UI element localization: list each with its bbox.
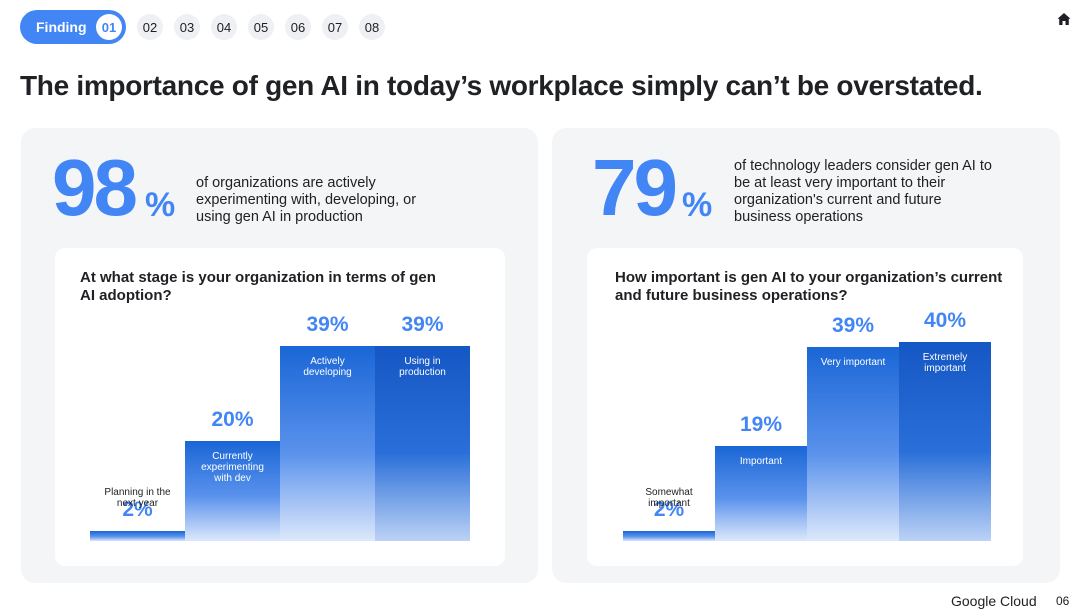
page-number: 06 <box>1056 594 1070 608</box>
bar-2 <box>715 446 807 541</box>
google-cloud-logo: Google Cloud <box>951 593 1037 609</box>
bar-value-label: 39% <box>401 313 444 336</box>
bar-4 <box>375 346 470 541</box>
adoption-stat-number: 98 <box>52 143 138 232</box>
bar-category-label: Somewhat important <box>645 487 693 510</box>
importance-stat-description: of technology leaders consider gen AI to… <box>734 158 992 225</box>
page-title: The importance of gen AI in today’s work… <box>20 70 983 101</box>
bar-value-label: 19% <box>739 413 783 437</box>
adoption-stat-unit: % <box>145 186 176 224</box>
importance-stat-number: 79 <box>592 143 678 232</box>
bar-value-label: 2% <box>653 498 685 522</box>
bar-value-label: 2% <box>122 498 153 521</box>
bar-category-label: Extremely important <box>922 352 968 374</box>
bar-category-label: Actively developing <box>303 356 352 378</box>
bar-1 <box>90 531 185 541</box>
finding-tab-03[interactable]: 03 <box>174 14 200 40</box>
importance-stat-unit: % <box>682 186 713 224</box>
bar-3 <box>280 346 375 541</box>
finding-tab-08[interactable]: 08 <box>359 14 385 40</box>
importance-chart-question: How important is gen AI to your organiza… <box>615 269 1003 304</box>
bar-value-label: 39% <box>306 313 349 336</box>
finding-tab-07[interactable]: 07 <box>322 14 348 40</box>
bar-category-label: Currently experimenting with dev <box>201 451 264 484</box>
adoption-stat-description: of organizations are actively experiment… <box>196 175 417 225</box>
bar-category-label: Important <box>739 456 783 468</box>
bar-value-label: 39% <box>831 313 875 337</box>
finding-tab-04[interactable]: 04 <box>211 14 237 40</box>
finding-tab-active[interactable]: Finding 01 <box>20 10 126 44</box>
bar-1 <box>623 531 715 541</box>
finding-tab-06[interactable]: 06 <box>285 14 311 40</box>
finding-label: Finding <box>36 19 87 35</box>
bar-value-label: 20% <box>211 408 254 431</box>
home-icon[interactable] <box>1057 12 1071 26</box>
finding-nav: Finding 01 02 03 04 05 06 07 08 <box>20 10 385 44</box>
finding-tab-02[interactable]: 02 <box>137 14 163 40</box>
bar-3 <box>807 346 899 541</box>
bar-category-label: Planning in the next year <box>104 487 171 509</box>
adoption-chart-question: At what stage is your organization in te… <box>80 269 436 304</box>
bar-value-label: 40% <box>923 309 967 332</box>
bar-category-label: Very important <box>820 356 886 368</box>
bar-category-label: Using in production <box>399 356 446 378</box>
bar-2 <box>185 441 280 541</box>
finding-tab-05[interactable]: 05 <box>248 14 274 40</box>
finding-number-active: 01 <box>96 14 122 40</box>
bar-4 <box>899 342 991 541</box>
